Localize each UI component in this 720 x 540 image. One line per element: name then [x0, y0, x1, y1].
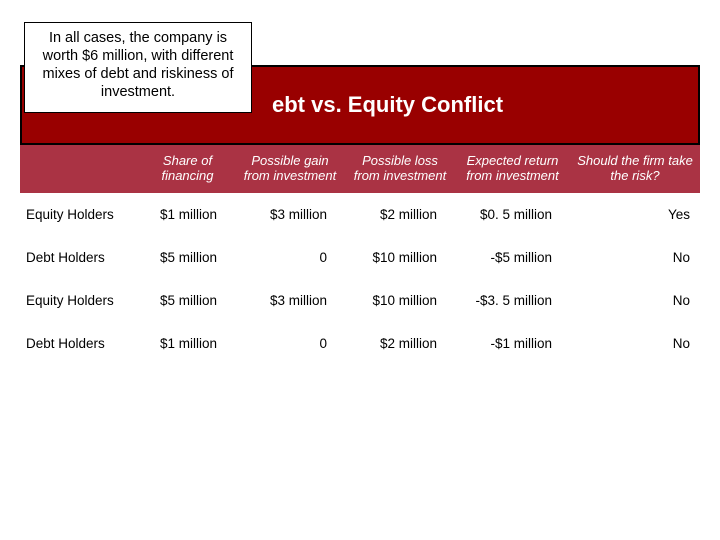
cell-decision: No	[570, 236, 700, 279]
cell-decision: No	[570, 279, 700, 322]
cell-loss: $2 million	[345, 322, 455, 365]
table-row: Equity Holders $1 million $3 million $2 …	[20, 193, 700, 236]
table-row: Debt Holders $1 million 0 $2 million -$1…	[20, 322, 700, 365]
cell-share: $5 million	[140, 236, 235, 279]
col-header-stakeholder	[20, 145, 140, 193]
cell-expected: -$3. 5 million	[455, 279, 570, 322]
callout-box: In all cases, the company is worth $6 mi…	[24, 22, 252, 113]
cell-expected: $0. 5 million	[455, 193, 570, 236]
col-header-loss: Possible loss from investment	[345, 145, 455, 193]
cell-stakeholder: Debt Holders	[20, 322, 140, 365]
cell-decision: No	[570, 322, 700, 365]
cell-stakeholder: Debt Holders	[20, 236, 140, 279]
table-header-row: Share of financing Possible gain from in…	[20, 145, 700, 193]
col-header-decision: Should the firm take the risk?	[570, 145, 700, 193]
cell-gain: $3 million	[235, 279, 345, 322]
cell-stakeholder: Equity Holders	[20, 279, 140, 322]
col-header-gain: Possible gain from investment	[235, 145, 345, 193]
col-header-expected: Expected return from investment	[455, 145, 570, 193]
conflict-table: Share of financing Possible gain from in…	[20, 145, 700, 365]
cell-decision: Yes	[570, 193, 700, 236]
table-container: Share of financing Possible gain from in…	[20, 145, 700, 365]
slide: ebt vs. Equity Conflict In all cases, th…	[0, 0, 720, 540]
callout-text: In all cases, the company is worth $6 mi…	[42, 30, 233, 100]
cell-gain: 0	[235, 322, 345, 365]
cell-share: $1 million	[140, 322, 235, 365]
cell-share: $5 million	[140, 279, 235, 322]
cell-gain: $3 million	[235, 193, 345, 236]
table-row: Debt Holders $5 million 0 $10 million -$…	[20, 236, 700, 279]
cell-loss: $10 million	[345, 236, 455, 279]
slide-title: ebt vs. Equity Conflict	[272, 92, 503, 118]
cell-loss: $10 million	[345, 279, 455, 322]
cell-expected: -$1 million	[455, 322, 570, 365]
cell-share: $1 million	[140, 193, 235, 236]
cell-loss: $2 million	[345, 193, 455, 236]
cell-expected: -$5 million	[455, 236, 570, 279]
col-header-share: Share of financing	[140, 145, 235, 193]
cell-gain: 0	[235, 236, 345, 279]
cell-stakeholder: Equity Holders	[20, 193, 140, 236]
table-row: Equity Holders $5 million $3 million $10…	[20, 279, 700, 322]
